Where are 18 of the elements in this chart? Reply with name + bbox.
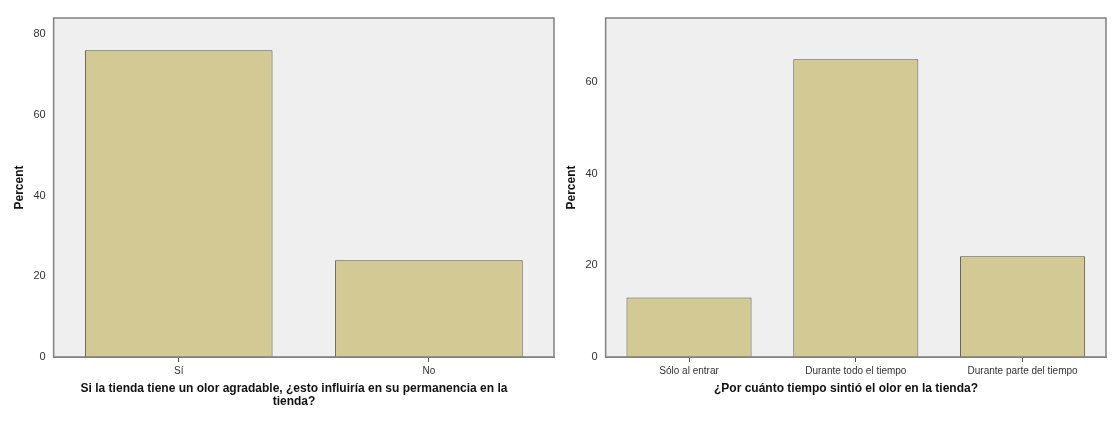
- x-tick-label: Sí: [174, 364, 184, 376]
- y-axis-title: Percent: [11, 165, 26, 210]
- x-tick-label: Durante parte del tiempo: [967, 364, 1079, 376]
- y-tick-label: 60: [33, 107, 46, 120]
- y-tick-label: 40: [585, 166, 598, 179]
- x-tick-label: Sólo al entrar: [659, 364, 720, 376]
- y-tick-label: 20: [585, 258, 598, 271]
- x-tick-label: Durante todo el tiempo: [805, 364, 907, 376]
- x-tick-label: No: [422, 364, 436, 376]
- y-tick-label: 80: [33, 27, 46, 40]
- x-axis-title: Si la tienda tiene un olor agradable, ¿esto influiría en su permanencia en la tienda?: [79, 380, 509, 408]
- y-tick-label: 0: [39, 350, 46, 363]
- y-tick-label: 60: [585, 75, 598, 88]
- y-tick-label: 0: [591, 350, 598, 363]
- y-axis-title: Percent: [563, 165, 578, 210]
- x-axis-title: ¿Por cuánto tiempo sintió el olor en la tienda?: [713, 380, 979, 395]
- y-tick-label: 20: [33, 269, 46, 282]
- y-tick-label: 40: [33, 188, 46, 201]
